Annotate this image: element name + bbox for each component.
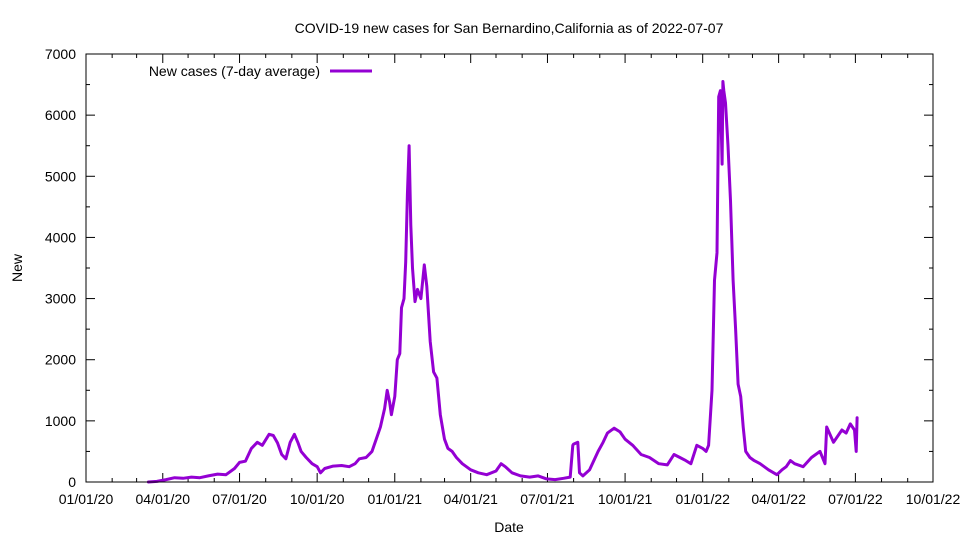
y-tick-label: 1000 (45, 413, 76, 429)
x-tick-label: 04/01/20 (136, 491, 191, 507)
y-tick-labels: 0 1000 2000 3000 4000 5000 6000 7000 (45, 46, 76, 490)
x-tick-label: 07/01/20 (212, 491, 267, 507)
y-tick-label: 7000 (45, 46, 76, 62)
y-tick-label: 3000 (45, 291, 76, 307)
y-axis-label: New (9, 253, 25, 282)
x-tick-label: 04/01/21 (443, 491, 498, 507)
x-tick-label: 01/01/21 (368, 491, 423, 507)
x-tick-label: 07/01/22 (828, 491, 883, 507)
legend: New cases (7-day average) (149, 63, 372, 79)
x-tick-label: 10/01/22 (906, 491, 960, 507)
axis-ticks (85, 53, 934, 483)
x-tick-label: 10/01/20 (290, 491, 345, 507)
x-tick-label: 04/01/22 (751, 491, 806, 507)
x-tick-label: 07/01/21 (520, 491, 575, 507)
y-tick-label: 0 (68, 474, 76, 490)
y-tick-label: 2000 (45, 352, 76, 368)
y-tick-label: 5000 (45, 168, 76, 184)
x-tick-label: 10/01/21 (598, 491, 653, 507)
y-tick-label: 6000 (45, 107, 76, 123)
y-tick-label: 4000 (45, 229, 76, 245)
x-tick-label: 01/01/22 (675, 491, 730, 507)
plot-frame (85, 53, 934, 483)
x-tick-labels: 01/01/20 04/01/20 07/01/20 10/01/20 01/01/21… (59, 491, 960, 507)
x-tick-label: 01/01/20 (59, 491, 114, 507)
series-line-new-cases (146, 80, 859, 484)
legend-label: New cases (7-day average) (149, 63, 320, 79)
x-axis-label: Date (494, 519, 524, 535)
chart-title: COVID-19 new cases for San Bernardino,Ca… (295, 20, 724, 36)
